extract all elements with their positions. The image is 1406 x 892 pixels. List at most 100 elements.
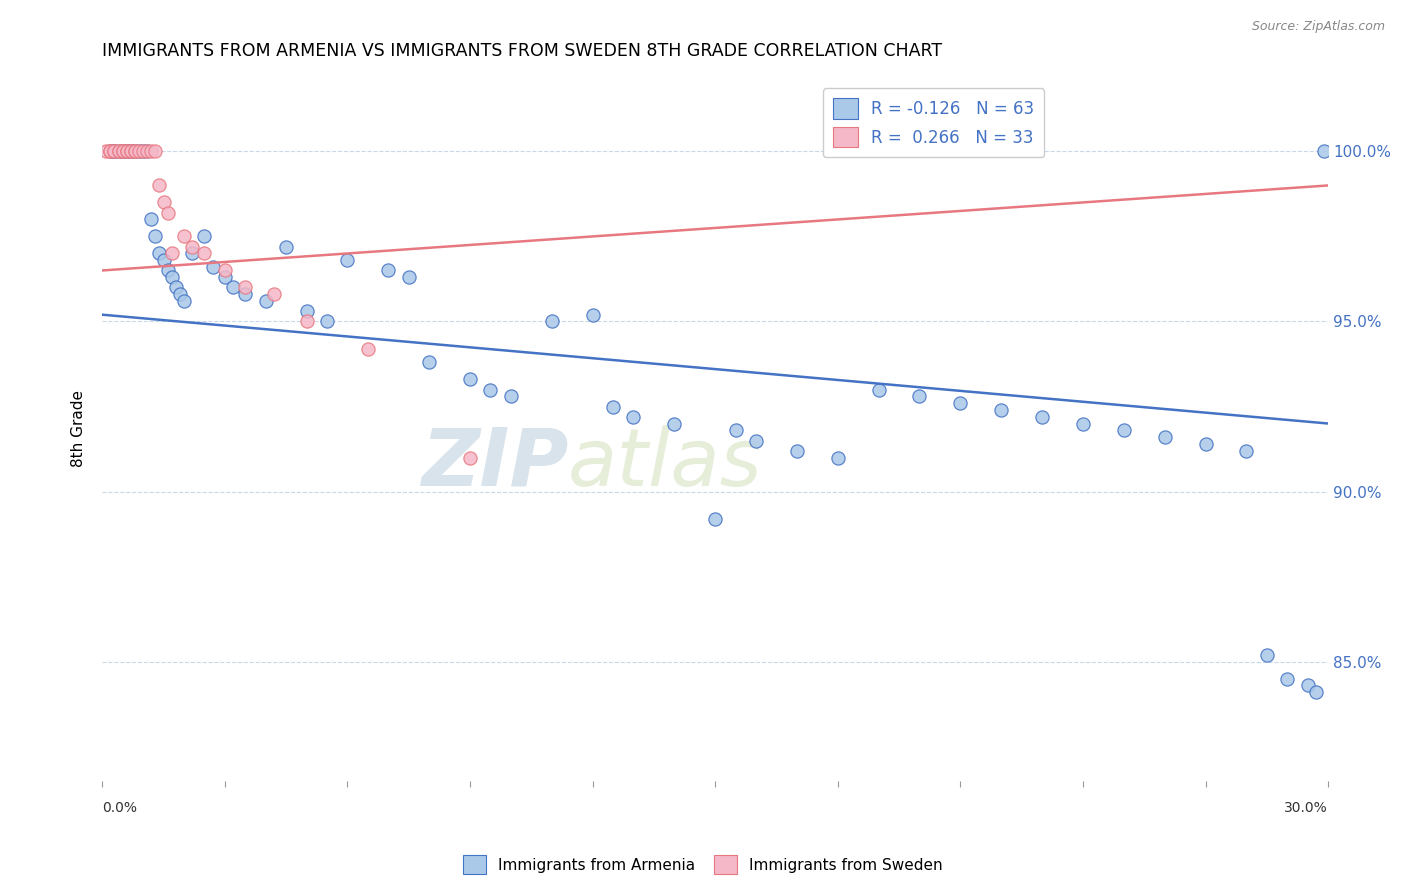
Point [156, 263, 179, 277]
Text: 0.0%: 0.0% [103, 801, 138, 815]
Point [1296, 678, 1319, 692]
Legend: Immigrants from Armenia, Immigrants from Sweden: Immigrants from Armenia, Immigrants from… [457, 849, 949, 880]
Point [120, 145, 142, 159]
Point [398, 270, 420, 285]
Point [181, 240, 204, 254]
Legend: R = -0.126   N = 63, R =  0.266   N = 33: R = -0.126 N = 63, R = 0.266 N = 33 [823, 88, 1045, 158]
Point [141, 145, 163, 159]
Point [499, 389, 522, 403]
Point [128, 145, 150, 159]
Point [160, 270, 183, 285]
Point [581, 308, 603, 322]
Point [263, 287, 285, 301]
Point [103, 145, 125, 159]
Point [115, 145, 138, 159]
Text: atlas: atlas [568, 425, 763, 503]
Point [357, 342, 380, 356]
Point [949, 396, 972, 410]
Point [96, 145, 118, 159]
Point [152, 253, 174, 268]
Point [274, 240, 297, 254]
Text: Source: ZipAtlas.com: Source: ZipAtlas.com [1251, 20, 1385, 33]
Point [745, 434, 768, 448]
Point [222, 280, 245, 294]
Point [115, 145, 138, 159]
Point [100, 145, 122, 159]
Point [908, 389, 931, 403]
Point [132, 145, 155, 159]
Point [295, 314, 318, 328]
Point [115, 145, 138, 159]
Point [479, 383, 502, 397]
Point [664, 417, 686, 431]
Point [100, 145, 122, 159]
Point [136, 145, 159, 159]
Point [103, 145, 125, 159]
Point [169, 287, 191, 301]
Point [111, 145, 134, 159]
Point [1031, 409, 1053, 424]
Point [254, 294, 277, 309]
Point [152, 195, 174, 210]
Point [336, 253, 359, 268]
Point [458, 450, 481, 465]
Point [120, 145, 142, 159]
Point [107, 145, 129, 159]
Point [128, 145, 150, 159]
Point [1071, 417, 1094, 431]
Point [120, 145, 142, 159]
Text: IMMIGRANTS FROM ARMENIA VS IMMIGRANTS FROM SWEDEN 8TH GRADE CORRELATION CHART: IMMIGRANTS FROM ARMENIA VS IMMIGRANTS FR… [103, 42, 942, 60]
Point [1277, 672, 1299, 686]
Point [173, 294, 195, 309]
Point [165, 280, 187, 294]
Point [111, 145, 134, 159]
Point [111, 145, 134, 159]
Point [143, 145, 166, 159]
Point [214, 263, 236, 277]
Point [107, 145, 129, 159]
Point [214, 270, 236, 285]
Point [103, 145, 125, 159]
Point [143, 229, 166, 244]
Point [623, 409, 645, 424]
Point [173, 229, 195, 244]
Point [602, 400, 624, 414]
Text: 30.0%: 30.0% [1285, 801, 1329, 815]
Point [181, 246, 204, 260]
Point [148, 178, 170, 193]
Point [827, 450, 849, 465]
Point [193, 246, 215, 260]
Point [103, 145, 125, 159]
Point [295, 304, 318, 318]
Point [156, 205, 179, 219]
Point [1234, 443, 1257, 458]
Point [1112, 423, 1135, 437]
Point [990, 403, 1012, 417]
Point [193, 229, 215, 244]
Point [132, 145, 155, 159]
Point [1153, 430, 1175, 444]
Point [136, 145, 159, 159]
Point [233, 287, 256, 301]
Point [1256, 648, 1278, 662]
Y-axis label: 8th Grade: 8th Grade [72, 390, 86, 467]
Point [107, 145, 129, 159]
Point [458, 372, 481, 386]
Point [786, 443, 808, 458]
Point [124, 145, 146, 159]
Point [115, 145, 138, 159]
Text: ZIP: ZIP [420, 425, 568, 503]
Point [160, 246, 183, 260]
Point [124, 145, 146, 159]
Point [540, 314, 562, 328]
Point [100, 145, 122, 159]
Point [201, 260, 224, 274]
Point [868, 383, 890, 397]
Point [1305, 685, 1327, 699]
Point [316, 314, 339, 328]
Point [724, 423, 747, 437]
Point [1194, 437, 1216, 451]
Point [148, 246, 170, 260]
Point [141, 212, 163, 227]
Point [418, 355, 440, 369]
